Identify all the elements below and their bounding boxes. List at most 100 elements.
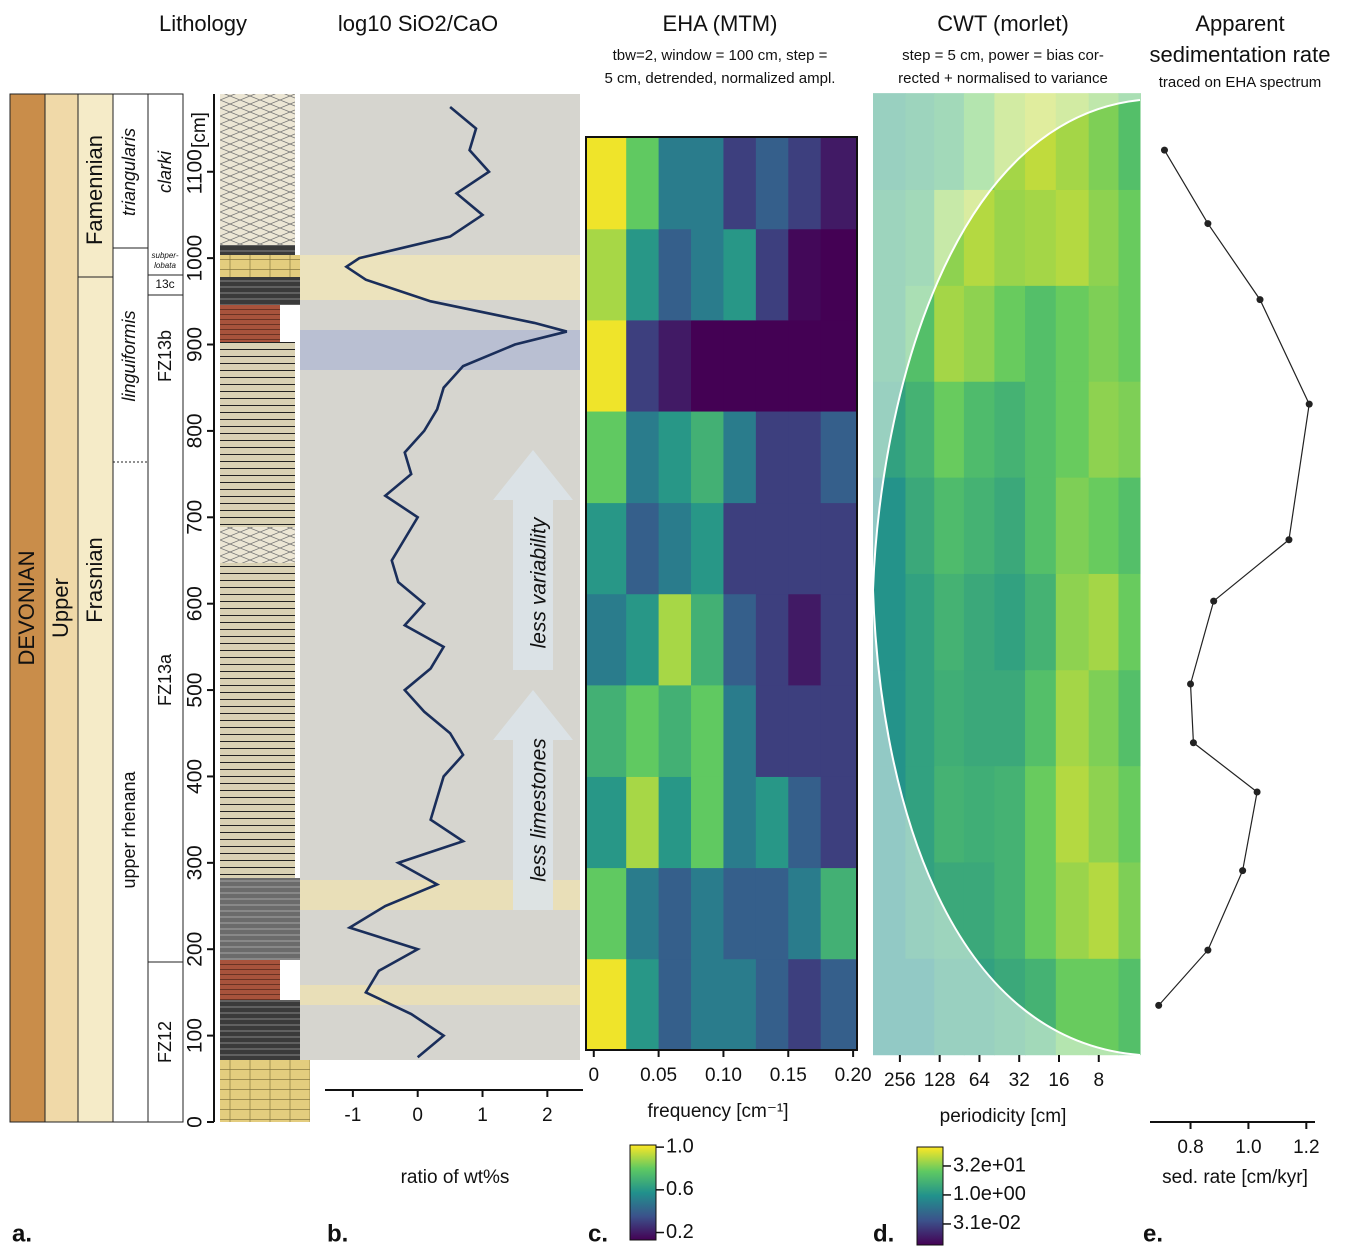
heat-cell — [755, 776, 789, 869]
subzone-label: 13c — [155, 277, 174, 291]
y-tick-label: 200 — [184, 932, 207, 967]
y-tick-label: 500 — [184, 673, 207, 708]
colorbar-tick-label: 0.6 — [666, 1178, 694, 1200]
heat-cell — [1025, 189, 1057, 286]
heat-cell — [788, 502, 822, 595]
heat-cell — [820, 958, 858, 1051]
heat-cell — [788, 319, 822, 412]
heat-cell — [586, 867, 627, 960]
heat-cell — [1025, 765, 1057, 863]
heat-cell — [963, 765, 995, 863]
heat-cell — [723, 958, 757, 1051]
heat-cell — [1118, 189, 1141, 286]
heat-cell — [1118, 573, 1141, 671]
heat-cell — [820, 228, 858, 321]
heat-cell — [658, 684, 692, 777]
heat-cell — [1088, 573, 1119, 671]
heat-cell — [820, 593, 858, 686]
heat-cell — [691, 593, 724, 686]
panel-letter: e. — [1143, 1220, 1163, 1247]
colorbar-tick-label: 3.2e+01 — [953, 1154, 1026, 1176]
heat-cell — [626, 867, 660, 960]
heat-cell — [788, 228, 822, 321]
subzone-label: FZ12 — [155, 1021, 175, 1063]
x-tick-label: 0.15 — [770, 1065, 807, 1086]
y-tick-label: 0 — [184, 1116, 207, 1128]
point — [1256, 296, 1264, 304]
annotation: less limestones — [528, 738, 551, 882]
heat-cell — [1088, 861, 1119, 959]
colorbar-tick-label: 0.2 — [666, 1221, 694, 1243]
heat-cell — [1025, 573, 1057, 671]
heat-cell — [755, 228, 789, 321]
heat-cell — [586, 228, 627, 321]
heat-cell — [755, 319, 789, 412]
heat-cell — [626, 776, 660, 869]
y-tick-label: 100 — [184, 1018, 207, 1053]
point — [1210, 597, 1218, 605]
heat-cell — [905, 669, 935, 767]
heat-cell — [1118, 477, 1141, 574]
heat-cell — [658, 137, 692, 230]
proxy-background — [300, 94, 580, 1060]
heat-cell — [820, 319, 858, 412]
heat-cell — [658, 958, 692, 1051]
heat-cell — [905, 381, 935, 478]
heat-cell — [1025, 285, 1057, 382]
x-tick-label: 32 — [1009, 1070, 1030, 1091]
heat-cell — [586, 593, 627, 686]
heat-cell — [934, 765, 965, 863]
panel-letter: b. — [327, 1220, 348, 1247]
x-axis-label: ratio of wt%s — [401, 1167, 510, 1188]
x-tick-label: -1 — [344, 1105, 361, 1126]
heat-cell — [755, 684, 789, 777]
panel-letter: d. — [873, 1220, 894, 1247]
heat-cell — [788, 593, 822, 686]
heat-cell — [626, 411, 660, 504]
stage-label: Famennian — [82, 135, 107, 245]
colorbar — [629, 1144, 657, 1241]
heat-cell — [586, 502, 627, 595]
panel-title: Apparent — [1195, 11, 1284, 36]
heat-cell — [1088, 669, 1119, 767]
panel-title: EHA (MTM) — [663, 11, 778, 36]
panel-title: Lithology — [159, 11, 247, 36]
panel-title: CWT (morlet) — [937, 11, 1069, 36]
heat-cell — [1118, 381, 1141, 478]
heat-cell — [658, 502, 692, 595]
y-tick-label: 600 — [184, 586, 207, 621]
heat-cell — [788, 958, 822, 1051]
x-tick-label: 1.2 — [1293, 1137, 1319, 1158]
y-tick-label: 1100 — [184, 149, 207, 194]
y-tick-label: 400 — [184, 759, 207, 794]
heat-cell — [994, 669, 1026, 767]
x-axis-label: sed. rate [cm/kyr] — [1162, 1167, 1308, 1188]
heat-cell — [934, 381, 965, 478]
point — [1305, 400, 1313, 408]
heat-cell — [723, 319, 757, 412]
point — [1204, 220, 1212, 228]
heat-cell — [658, 228, 692, 321]
point — [1155, 1001, 1163, 1009]
subzone-label: FZ13a — [155, 653, 175, 706]
heat-cell — [586, 684, 627, 777]
heat-cell — [691, 137, 724, 230]
heat-cell — [934, 573, 965, 671]
heat-cell — [755, 593, 789, 686]
heat-cell — [723, 776, 757, 869]
x-tick-label: 8 — [1093, 1070, 1104, 1091]
zone-label: triangularis — [119, 128, 139, 216]
colorbar-tick-label: 3.1e-02 — [953, 1212, 1021, 1234]
coi — [871, 93, 1141, 1056]
heat-cell — [691, 228, 724, 321]
x-tick-label: 64 — [969, 1070, 991, 1091]
heat-cell — [788, 137, 822, 230]
x-tick-label: 256 — [884, 1070, 916, 1091]
heat-cell — [691, 411, 724, 504]
heat-cell — [820, 776, 858, 869]
heat-cell — [755, 502, 789, 595]
panel-subtitle: traced on EHA spectrum — [1159, 74, 1322, 91]
heat-cell — [586, 137, 627, 230]
heat-cell — [1025, 381, 1057, 478]
heat-cell — [994, 573, 1026, 671]
